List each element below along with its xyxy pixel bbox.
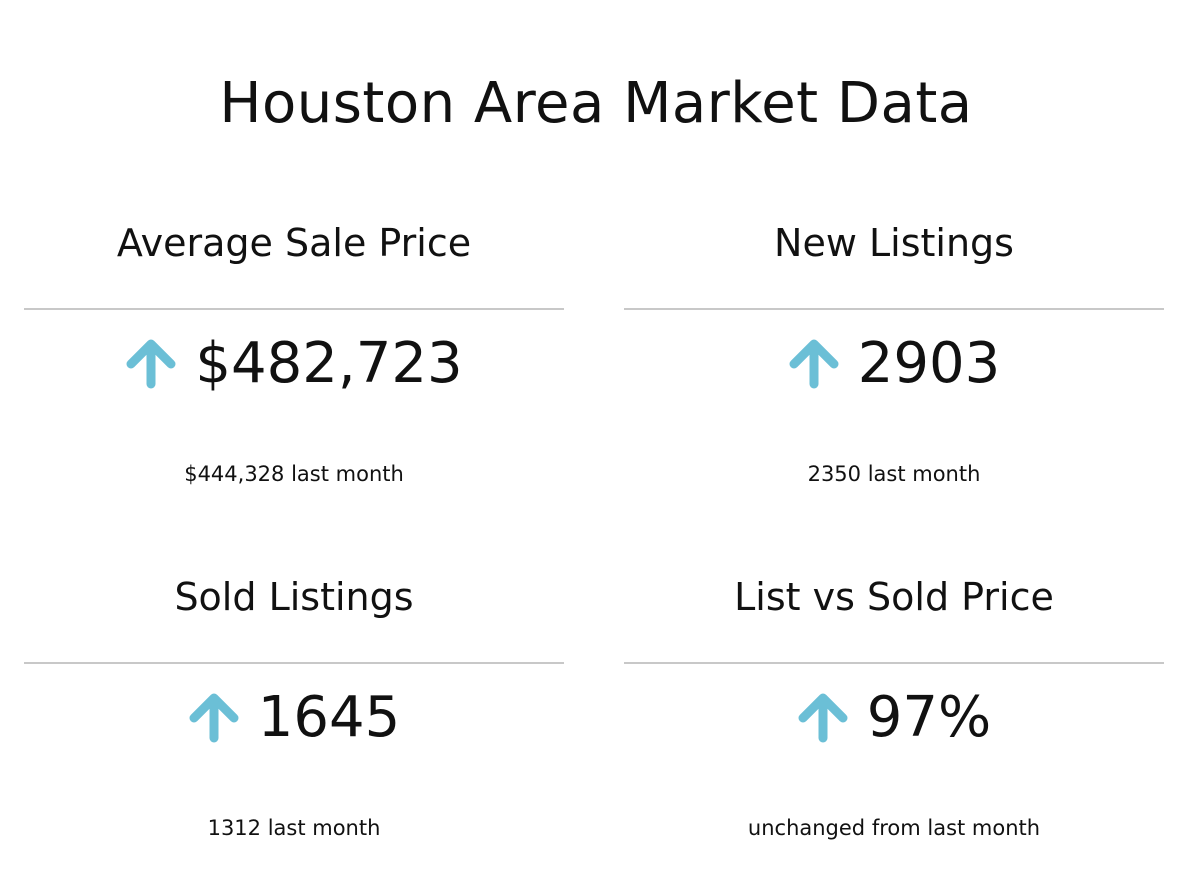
comparison-text: 1312 last month	[207, 816, 381, 840]
value-row: 2903	[624, 328, 1164, 400]
card-title: List vs Sold Price	[734, 575, 1054, 619]
metric-card-average-sale-price: Average Sale Price $482,723 $444,328 las…	[24, 210, 564, 540]
page-title: Houston Area Market Data	[219, 71, 973, 136]
metric-value: 97%	[866, 685, 992, 750]
divider	[24, 308, 564, 310]
metric-card-sold-listings: Sold Listings 1645 1312 last month	[24, 564, 564, 894]
arrow-up-icon	[789, 339, 839, 389]
metric-card-list-vs-sold-price: List vs Sold Price 97% unchanged from la…	[624, 564, 1164, 894]
value-row: 97%	[624, 682, 1164, 754]
metric-card-new-listings: New Listings 2903 2350 last month	[624, 210, 1164, 540]
divider	[24, 662, 564, 664]
card-title: New Listings	[774, 221, 1014, 265]
value-row: 1645	[24, 682, 564, 754]
divider	[624, 308, 1164, 310]
metric-value: $482,723	[195, 331, 463, 396]
metric-value: 2903	[857, 331, 1001, 396]
metric-value: 1645	[257, 685, 401, 750]
arrow-up-icon	[126, 339, 176, 389]
value-row: $482,723	[24, 328, 564, 400]
card-title: Average Sale Price	[116, 221, 472, 265]
arrow-up-icon	[189, 693, 239, 743]
card-title: Sold Listings	[174, 575, 414, 619]
comparison-text: 2350 last month	[807, 462, 981, 486]
comparison-text: $444,328 last month	[184, 462, 404, 486]
comparison-text: unchanged from last month	[747, 816, 1041, 840]
arrow-up-icon	[798, 693, 848, 743]
divider	[624, 662, 1164, 664]
